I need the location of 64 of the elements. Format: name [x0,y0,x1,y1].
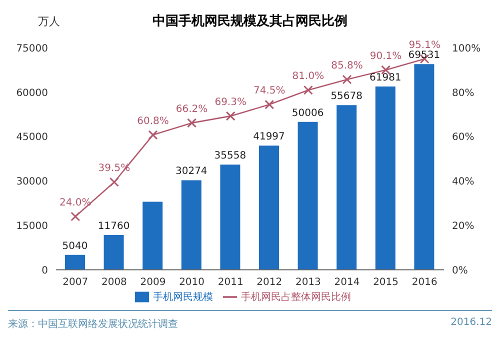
y-tick-label: 60000 [16,88,48,99]
point [187,118,197,128]
source-note: 来源：中国互联网络发展状况统计调查 [8,318,178,331]
x-tick-label: 2013 [295,276,321,288]
data-label: 50006 [292,108,324,119]
data-label: 69531 [408,50,440,62]
point [303,85,313,95]
y-tick-label: 75000 [16,44,48,55]
point [226,111,236,121]
data-label: 35558 [214,150,246,162]
bar [65,254,85,270]
y-axis-title: 万人 [38,14,60,29]
bar [181,180,202,270]
data-label: 90.1% [370,50,402,62]
x-tick-label: 2016 [412,276,438,288]
data-label: 69.3% [214,97,246,108]
data-label: 24.0% [60,198,92,209]
data-label: 61981 [369,72,402,84]
text: 2016.12 [450,317,492,330]
x-tick-label: 2010 [179,276,205,288]
bar [259,146,279,270]
point [148,130,158,140]
point [109,177,119,187]
x-tick-label: 2014 [334,276,360,288]
bar [298,122,318,270]
data-label: 95.1% [408,40,440,51]
data-label: 11760 [98,220,130,232]
y-tick-label: 15000 [16,220,48,232]
bar [142,202,163,270]
y-tick-label: 45000 [16,132,48,144]
legend-label: 手机网民规模 [153,292,213,303]
bar [220,164,240,270]
y2-tick-label: 80% [452,88,474,99]
y2-tick-label: 20% [452,220,474,232]
bar [104,234,124,270]
bar [375,86,396,270]
y2-tick-label: 100% [452,44,481,55]
data-label: 5040 [62,240,88,252]
x-tick-label: 2007 [62,276,88,288]
legend-label: 手机网民占整体网民比例 [241,292,351,303]
data-label: 66.2% [176,104,208,115]
point [342,74,352,84]
data-label: 74.5% [254,86,286,97]
y2-tick-label: 0% [452,265,468,276]
x-tick-label: 2011 [218,276,244,288]
bar [336,105,357,270]
data-label: 85.8% [331,60,363,72]
point [70,212,80,222]
y2-tick-label: 40% [452,176,474,188]
data-label: 41997 [253,132,285,143]
x-tick-label: 2012 [256,276,282,288]
y-tick-label: 30000 [16,176,48,188]
bar [414,64,434,270]
data-label: 30274 [175,166,208,178]
point [264,100,274,110]
x-tick-label: 2015 [373,276,399,288]
data-label: 55678 [330,91,363,102]
y2-tick-label: 60% [452,132,474,144]
y-tick-label: 0 [42,265,48,276]
x-tick-label: 2009 [140,276,166,288]
data-label: 81.0% [292,71,324,82]
data-label: 60.8% [137,116,169,127]
x-tick-label: 2008 [101,276,127,288]
chart-title: 中国手机网民规模及其占网民比例 [152,14,348,29]
